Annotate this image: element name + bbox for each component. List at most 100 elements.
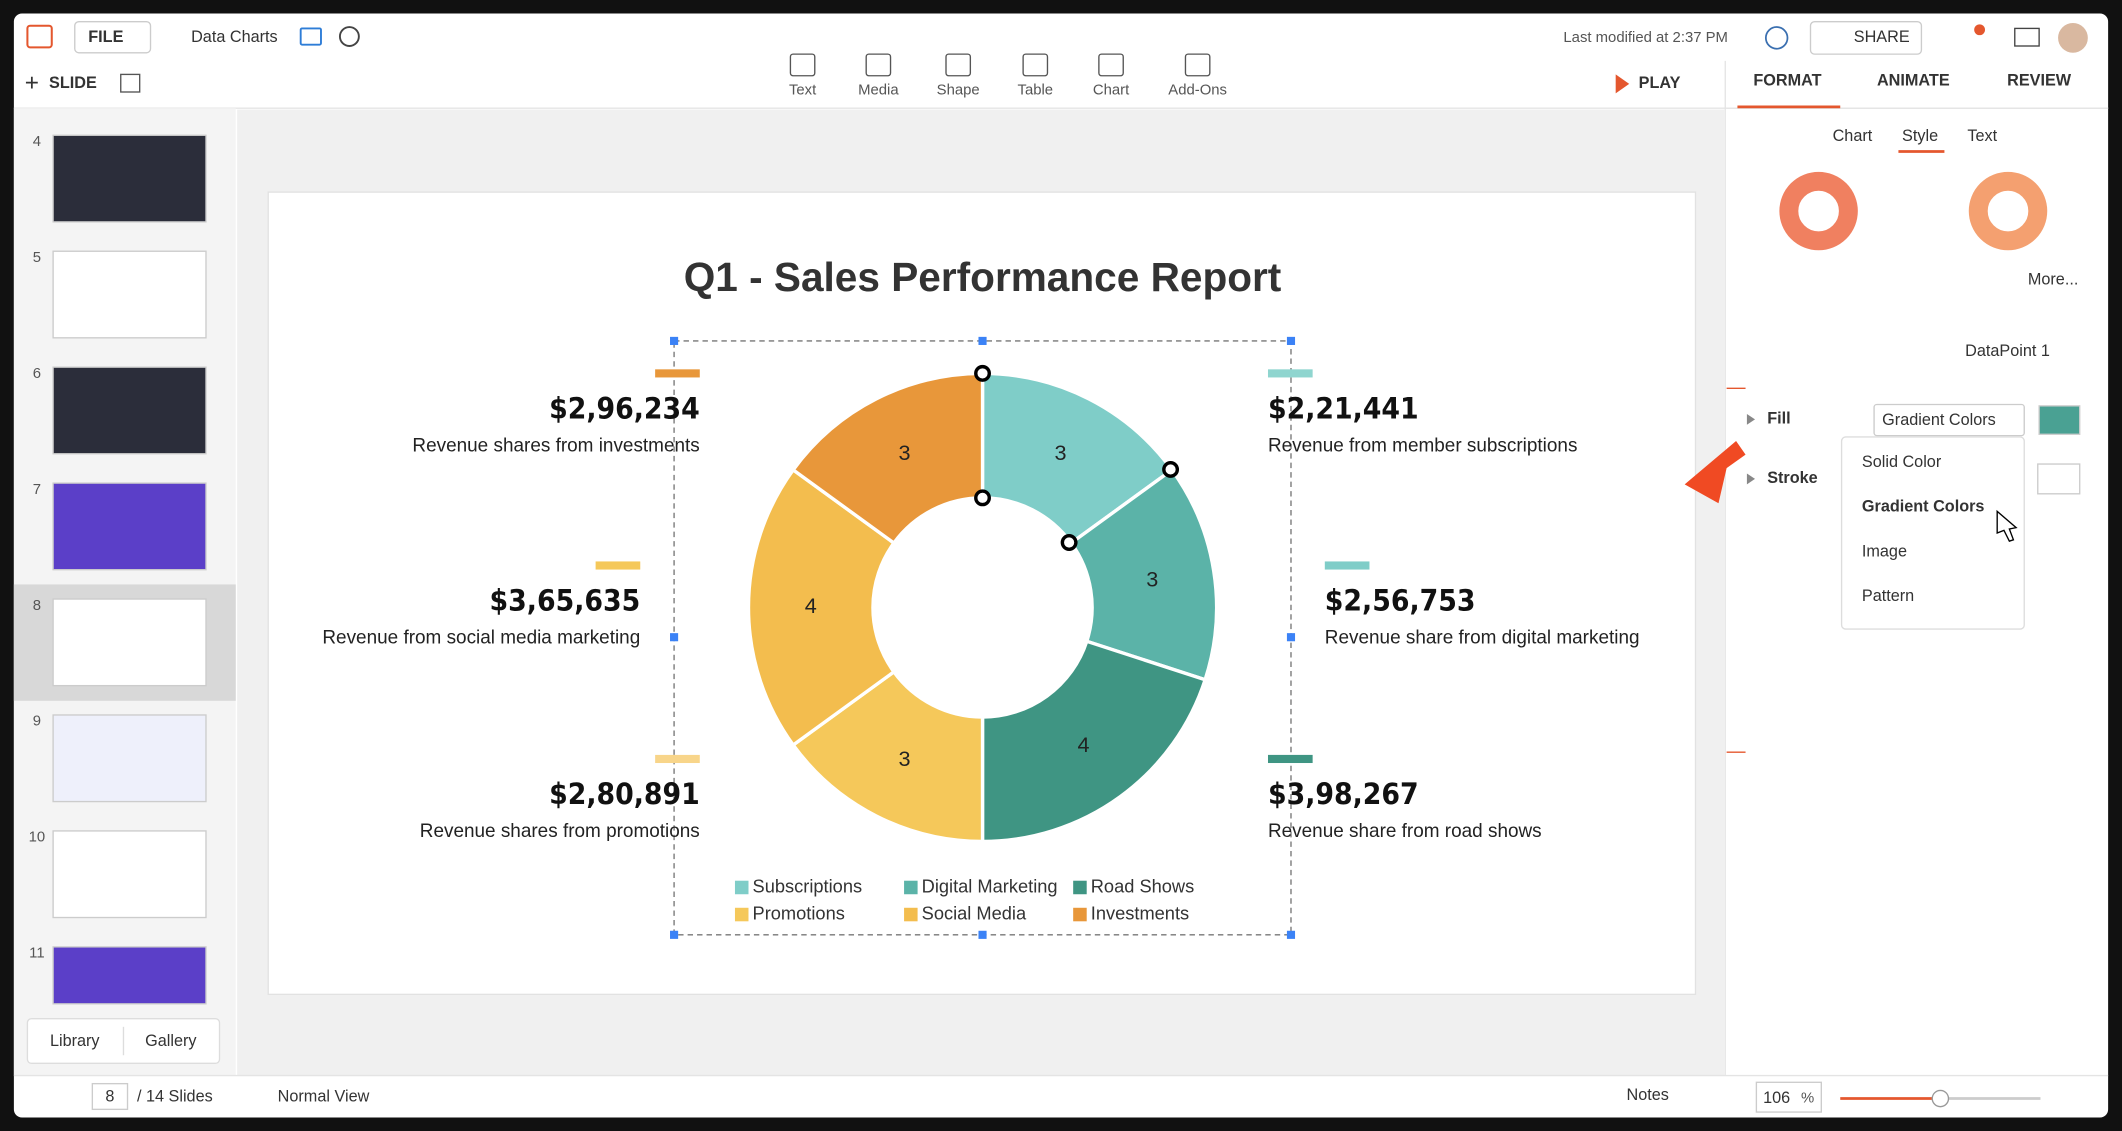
thumb-number[interactable]: 4: [33, 134, 41, 150]
zoom-box[interactable]: [1755, 1081, 1822, 1113]
layout-icon[interactable]: [120, 73, 141, 93]
legend-swatch: [1073, 907, 1087, 922]
panel-tab[interactable]: ANIMATE: [1877, 71, 1950, 89]
doc-title[interactable]: Data Charts: [191, 28, 278, 46]
expand-icon[interactable]: [1746, 473, 1756, 485]
zoom-unit: %: [1801, 1090, 1814, 1106]
donut-slice[interactable]: [790, 371, 985, 546]
fill-select-value[interactable]: Gradient Colors: [1882, 411, 1996, 429]
legend-swatch: [734, 907, 749, 922]
fill-option[interactable]: Pattern: [1862, 587, 1914, 605]
notes-button[interactable]: Notes: [1627, 1086, 1669, 1104]
fill-option[interactable]: Gradient Colors: [1862, 498, 1985, 516]
tool-label[interactable]: Add-Ons: [1168, 83, 1227, 99]
page-input[interactable]: [91, 1082, 129, 1111]
resize-handle[interactable]: [1286, 930, 1296, 939]
current-slide[interactable]: 8: [105, 1087, 114, 1105]
file-menu[interactable]: [74, 20, 152, 54]
fill-option[interactable]: Solid Color: [1862, 453, 1942, 471]
callout-bar: [595, 561, 641, 570]
tool-label[interactable]: Shape: [937, 83, 980, 99]
avatar[interactable]: [2058, 22, 2088, 53]
resize-handle[interactable]: [1286, 336, 1296, 345]
panel-subtab[interactable]: Style: [1902, 127, 1938, 145]
slide-thumbnail[interactable]: [52, 598, 207, 687]
stroke-label[interactable]: Stroke: [1767, 469, 1817, 487]
expand-icon[interactable]: [1746, 413, 1756, 425]
slice-label: 3: [1146, 566, 1158, 591]
slide-thumbnail[interactable]: [52, 366, 207, 455]
style-preview-1[interactable]: [1779, 171, 1858, 251]
slide-thumbnail[interactable]: [52, 482, 207, 571]
panel-subtab[interactable]: Chart: [1833, 127, 1873, 145]
slide-thumbnail[interactable]: [52, 250, 207, 339]
donut-slice[interactable]: [746, 467, 897, 748]
share-button[interactable]: [1809, 20, 1923, 55]
donut-slice[interactable]: [980, 371, 1175, 546]
donut-slice[interactable]: [980, 639, 1208, 844]
thumb-number[interactable]: 8: [33, 598, 41, 614]
callout-amount: $3,65,635: [490, 584, 641, 619]
fill-label[interactable]: Fill: [1767, 410, 1790, 428]
tool-icon[interactable]: [1098, 53, 1124, 77]
play-icon[interactable]: [1615, 74, 1630, 94]
resize-handle[interactable]: [978, 930, 987, 939]
plus-icon[interactable]: +: [25, 69, 39, 96]
donut-slice[interactable]: [1068, 467, 1219, 682]
globe-icon[interactable]: [338, 26, 360, 47]
notify-dot[interactable]: [1974, 24, 1986, 36]
collab-icon[interactable]: [1764, 26, 1789, 50]
callout-amount: $2,80,891: [549, 777, 700, 812]
thumb-number[interactable]: 10: [29, 830, 46, 846]
slide-thumbnail[interactable]: [52, 714, 207, 803]
callout-text: Revenue share from road shows: [1268, 821, 1542, 842]
tool-label[interactable]: Chart: [1093, 83, 1130, 99]
library-button[interactable]: Library: [50, 1032, 100, 1050]
tool-label[interactable]: Media: [858, 83, 899, 99]
slide-thumbnail[interactable]: [52, 946, 207, 1005]
slide-thumbnail[interactable]: [52, 134, 207, 223]
tool-icon[interactable]: [1022, 53, 1049, 77]
mail-icon[interactable]: [2014, 27, 2040, 47]
resize-handle[interactable]: [670, 633, 679, 642]
more-link[interactable]: More...: [2028, 270, 2078, 288]
stroke-swatch[interactable]: [2037, 463, 2081, 495]
slide-thumbnail[interactable]: [52, 830, 207, 919]
tool-icon[interactable]: [945, 53, 972, 77]
style-preview-2[interactable]: [1968, 171, 2048, 251]
panel-subtab[interactable]: Text: [1967, 127, 1997, 145]
tool-icon[interactable]: [1184, 53, 1211, 77]
fill-option[interactable]: Image: [1862, 542, 1907, 560]
slice-handle: [974, 364, 991, 382]
thumb-number[interactable]: 6: [33, 366, 41, 382]
thumb-number[interactable]: 9: [33, 714, 41, 730]
fill-select[interactable]: [1873, 403, 2025, 437]
tool-label[interactable]: Table: [1018, 83, 1054, 99]
thumb-number[interactable]: 11: [29, 946, 44, 962]
logo: [26, 24, 53, 49]
resize-handle[interactable]: [1286, 633, 1296, 642]
donut-slice[interactable]: [790, 669, 985, 844]
panel-tab[interactable]: FORMAT: [1753, 71, 1821, 89]
resize-handle[interactable]: [670, 336, 679, 345]
play-button[interactable]: PLAY: [1639, 74, 1681, 92]
zoom-value[interactable]: 106: [1763, 1089, 1790, 1107]
legend-label: Investments: [1091, 902, 1189, 923]
datapoint-select[interactable]: DataPoint 1: [1965, 342, 2050, 360]
share-label[interactable]: SHARE: [1854, 28, 1910, 46]
tool-icon[interactable]: [789, 53, 816, 77]
gallery-button[interactable]: Gallery: [145, 1032, 197, 1050]
file-menu-label[interactable]: FILE: [88, 28, 123, 46]
panel-tab[interactable]: REVIEW: [2007, 71, 2072, 89]
view-select[interactable]: Normal View: [278, 1087, 370, 1105]
fill-swatch[interactable]: [2038, 405, 2081, 435]
resize-handle[interactable]: [670, 930, 679, 939]
tool-icon[interactable]: [865, 53, 892, 77]
folder-icon[interactable]: [299, 27, 322, 46]
thumb-number[interactable]: 5: [33, 250, 41, 266]
resize-handle[interactable]: [978, 336, 987, 345]
zoom-knob[interactable]: [1931, 1089, 1950, 1108]
tool-label[interactable]: Text: [789, 83, 817, 99]
slide-button[interactable]: SLIDE: [49, 74, 97, 92]
thumb-number[interactable]: 7: [33, 482, 41, 498]
